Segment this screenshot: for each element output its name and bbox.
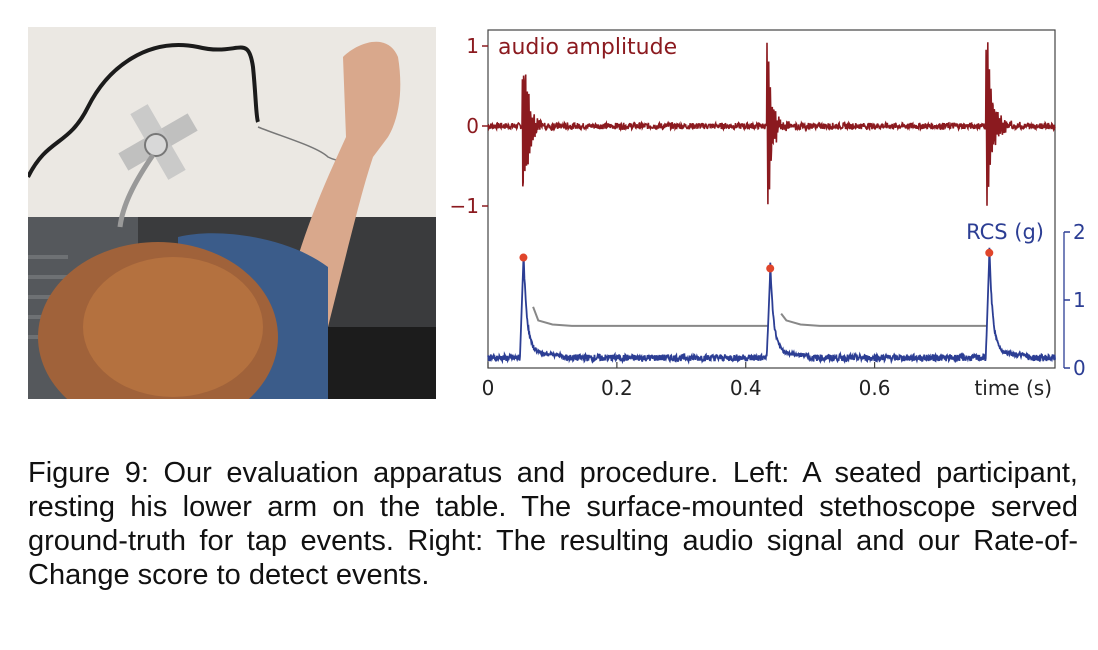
threshold-segment-1 bbox=[532, 306, 769, 327]
rcs-tick-label: 2 bbox=[1073, 220, 1086, 244]
peak-marker-1 bbox=[519, 253, 528, 262]
audio-tick-label: 1 bbox=[466, 34, 479, 58]
rcs-tick-label: 0 bbox=[1073, 356, 1086, 380]
figure-caption: Figure 9: Our evaluation apparatus and p… bbox=[28, 457, 1078, 591]
rcs-series-label: RCS (g) bbox=[966, 220, 1044, 244]
signal-chart: 1 0 −1 2 1 0 0 0.2 0.4 0.6 audio amplitude RCS … bbox=[450, 29, 1086, 400]
peak-marker-2 bbox=[766, 264, 775, 273]
rcs-series-line bbox=[487, 247, 1056, 365]
plot-frame bbox=[487, 29, 1056, 369]
x-tick-label: 0.2 bbox=[601, 376, 633, 400]
x-tick-label: 0.4 bbox=[730, 376, 762, 400]
apparatus-photo bbox=[28, 27, 436, 399]
audio-series-label: audio amplitude bbox=[498, 35, 677, 60]
peak-marker-3 bbox=[985, 248, 994, 257]
threshold-segment-2 bbox=[780, 312, 988, 327]
audio-tick-label: −1 bbox=[450, 194, 479, 218]
audio-tick-label: 0 bbox=[466, 114, 479, 138]
audio-series-line bbox=[487, 42, 1056, 206]
x-axis-label: time (s) bbox=[974, 376, 1052, 400]
x-tick-label: 0.6 bbox=[859, 376, 891, 400]
rcs-tick-label: 1 bbox=[1073, 288, 1086, 312]
x-tick-label: 0 bbox=[482, 376, 495, 400]
